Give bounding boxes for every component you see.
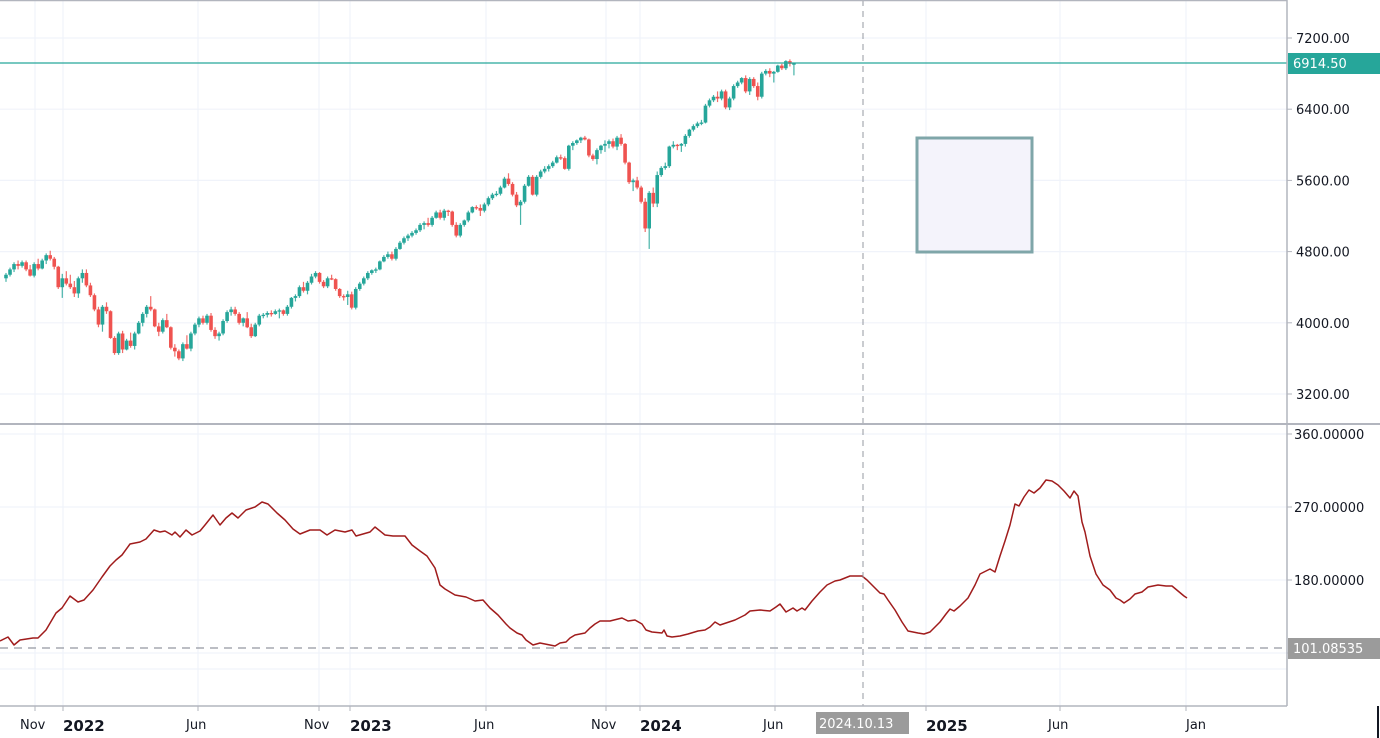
indicator-pane-grid — [0, 433, 1287, 670]
time-crosshair-badge: 2024.10.13 — [816, 712, 909, 734]
price-axis-label: 5600.00 — [1296, 174, 1350, 189]
time-crosshair-badge-text: 2024.10.13 — [819, 717, 893, 732]
price-axis-label: 3200.00 — [1296, 388, 1350, 403]
last-price-badge: 6914.50 — [1288, 53, 1380, 74]
time-axis-label: 2022 — [63, 717, 105, 735]
indicator-axis-label: 270.00000 — [1294, 501, 1364, 516]
time-axis-label: Nov — [591, 718, 617, 733]
time-axis-label: 2025 — [926, 717, 968, 735]
indicator-axis-label: 360.00000 — [1294, 428, 1364, 443]
time-axis-label: 2023 — [350, 717, 392, 735]
time-axis-label: Jun — [185, 718, 206, 733]
vertical-grid — [34, 0, 1187, 706]
price-axis-label: 4800.00 — [1296, 246, 1350, 261]
time-axis-label: Jan — [1185, 718, 1206, 733]
price-axis-label: 7200.00 — [1296, 32, 1350, 47]
time-axis-label: Jun — [762, 718, 783, 733]
price-pane-grid — [0, 37, 1287, 395]
time-axis-label: Nov — [20, 718, 46, 733]
price-axis[interactable]: 7200.00 6400.00 5600.00 4800.00 4000.00 3200.… — [1287, 32, 1350, 403]
price-axis-label: 6400.00 — [1296, 103, 1350, 118]
last-price-badge-text: 6914.50 — [1293, 57, 1347, 72]
indicator-axis-label: 180.00000 — [1294, 574, 1364, 589]
indicator-crosshair-badge: 101.08535 — [1288, 638, 1380, 659]
highlight-rectangle-drawing[interactable] — [915, 136, 1034, 254]
indicator-crosshair-badge-text: 101.08535 — [1293, 642, 1363, 657]
indicator-line — [0, 479, 1188, 647]
time-axis-label: Nov — [304, 718, 330, 733]
time-axis-label: Jun — [1047, 718, 1068, 733]
time-axis[interactable]: Nov 2022 Jun Nov 2023 Jun Nov 2024 Jun 2025 Jun Jan — [20, 706, 1206, 735]
time-axis-label: Jun — [473, 718, 494, 733]
price-axis-label: 4000.00 — [1296, 317, 1350, 332]
candlestick-series — [4, 59, 796, 362]
time-axis-label: 2024 — [640, 717, 682, 735]
